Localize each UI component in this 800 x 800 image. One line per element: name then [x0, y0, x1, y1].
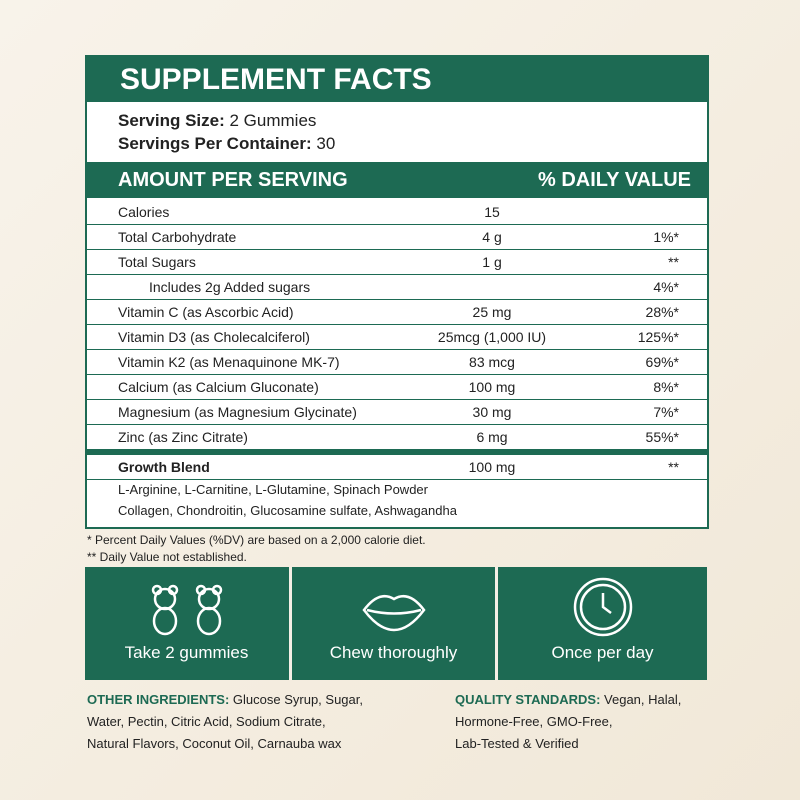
direction-label: Take 2 gummies [124, 643, 249, 662]
text-line: Lab-Tested & Verified [455, 736, 579, 751]
daily-value: 125%* [637, 329, 679, 345]
bears-icon [151, 584, 222, 636]
amount: 100 mg [468, 459, 516, 475]
section-label: OTHER INGREDIENTS: [87, 692, 230, 707]
clock-icon [573, 577, 632, 637]
amount: 83 mcg [469, 354, 515, 370]
amount: 25mcg (1,000 IU) [437, 329, 547, 345]
amount: 4 g [482, 229, 502, 245]
daily-value: 69%* [645, 354, 679, 370]
daily-value: ** [668, 254, 679, 270]
direction-panel: Chew thoroughly [292, 567, 495, 680]
nutrient-name: Total Carbohydrate [118, 229, 237, 245]
servings-per-container: Servings Per Container: 30 [118, 134, 335, 154]
footnote: * Percent Daily Values (%DV) are based o… [87, 533, 426, 547]
daily-value: 7%* [653, 404, 679, 420]
section-label: QUALITY STANDARDS: [455, 692, 601, 707]
nutrient-row: Magnesium (as Magnesium Glycinate) 30 mg 7… [87, 400, 707, 425]
header-dv: % DAILY VALUE [538, 169, 691, 191]
blend-ingredients: Collagen, Chondroitin, Glucosamine sulfa… [118, 503, 457, 518]
direction-panel: Take 2 gummies [85, 567, 288, 680]
serving-label: Serving Size: [118, 111, 225, 130]
nutrient-name: Calcium (as Calcium Gluconate) [118, 379, 319, 395]
nutrient-name: Vitamin D3 (as Cholecalciferol) [118, 329, 310, 345]
nutrient-name: Includes 2g Added sugars [149, 279, 311, 295]
nutrient-row: Zinc (as Zinc Citrate) 6 mg 55%* [87, 425, 707, 450]
text-line: Vegan, Halal, [604, 692, 682, 707]
amount: 25 mg [472, 304, 512, 320]
lips-icon [361, 595, 426, 632]
text-line: Natural Flavors, Coconut Oil, Carnauba w… [87, 736, 342, 751]
nutrient-row: Vitamin C (as Ascorbic Acid) 25 mg 28%* [87, 300, 707, 325]
nutrient-row: Vitamin D3 (as Cholecalciferol) 25mcg (1,… [87, 325, 707, 350]
nutrient-name: Zinc (as Zinc Citrate) [118, 429, 248, 445]
directions: Take 2 gummies Chew thoroughly Once per … [85, 567, 707, 680]
quality-standards: QUALITY STANDARDS: Vegan, Halal, Hormone-… [455, 689, 681, 755]
nutrient-name: Growth Blend [118, 459, 210, 475]
nutrient-row: Vitamin K2 (as Menaquinone MK-7) 83 mcg 69… [87, 350, 707, 375]
text-line: Hormone-Free, GMO-Free, [455, 714, 613, 729]
nutrient-row: Calories 15 [87, 200, 707, 225]
thick-rule [87, 449, 707, 455]
other-ingredients: OTHER INGREDIENTS: Glucose Syrup, Sugar,… [87, 689, 363, 755]
serving-value: 30 [316, 134, 336, 153]
nutrient-name: Total Sugars [118, 254, 196, 270]
nutrient-row: Calcium (as Calcium Gluconate) 100 mg 8%* [87, 375, 707, 400]
title: SUPPLEMENT FACTS [87, 57, 707, 102]
direction-panel: Once per day [498, 567, 707, 680]
direction-label: Once per day [551, 643, 654, 662]
daily-value: 4%* [653, 279, 679, 295]
amount: 6 mg [476, 429, 508, 445]
amount: 1 g [482, 254, 502, 270]
daily-value: 28%* [645, 304, 679, 320]
nutrient-name: Vitamin C (as Ascorbic Acid) [118, 304, 294, 320]
amount: 100 mg [468, 379, 516, 395]
text-line: Glucose Syrup, Sugar, [232, 692, 363, 707]
footnote: ** Daily Value not established. [87, 550, 247, 564]
serving-size: Serving Size: 2 Gummies [118, 111, 316, 131]
nutrient-name: Calories [118, 204, 170, 220]
serving-label: Servings Per Container: [118, 134, 312, 153]
blend-ingredients: L-Arginine, L-Carnitine, L-Glutamine, Sp… [118, 482, 428, 497]
facts-panel: SUPPLEMENT FACTS Serving Size: 2 Gummies… [85, 55, 709, 529]
nutrient-name: Magnesium (as Magnesium Glycinate) [118, 404, 357, 420]
nutrient-row: Total Carbohydrate 4 g 1%* [87, 225, 707, 250]
amount: 30 mg [472, 404, 512, 420]
daily-value: 55%* [645, 429, 679, 445]
amount: 15 [484, 204, 500, 220]
nutrient-row: Total Sugars 1 g ** [87, 250, 707, 275]
nutrient-row: Includes 2g Added sugars 4%* [87, 275, 707, 300]
nutrient-name: Vitamin K2 (as Menaquinone MK-7) [118, 354, 340, 370]
daily-value: 1%* [653, 229, 679, 245]
serving-value: 2 Gummies [229, 111, 317, 130]
daily-value: ** [668, 459, 679, 475]
text-line: Water, Pectin, Citric Acid, Sodium Citra… [87, 714, 326, 729]
blend-row: Growth Blend 100 mg ** [87, 455, 707, 480]
table-header: AMOUNT PER SERVING % DAILY VALUE [87, 162, 707, 198]
header-amount: AMOUNT PER SERVING [118, 169, 348, 191]
daily-value: 8%* [653, 379, 679, 395]
direction-label: Chew thoroughly [329, 643, 458, 662]
